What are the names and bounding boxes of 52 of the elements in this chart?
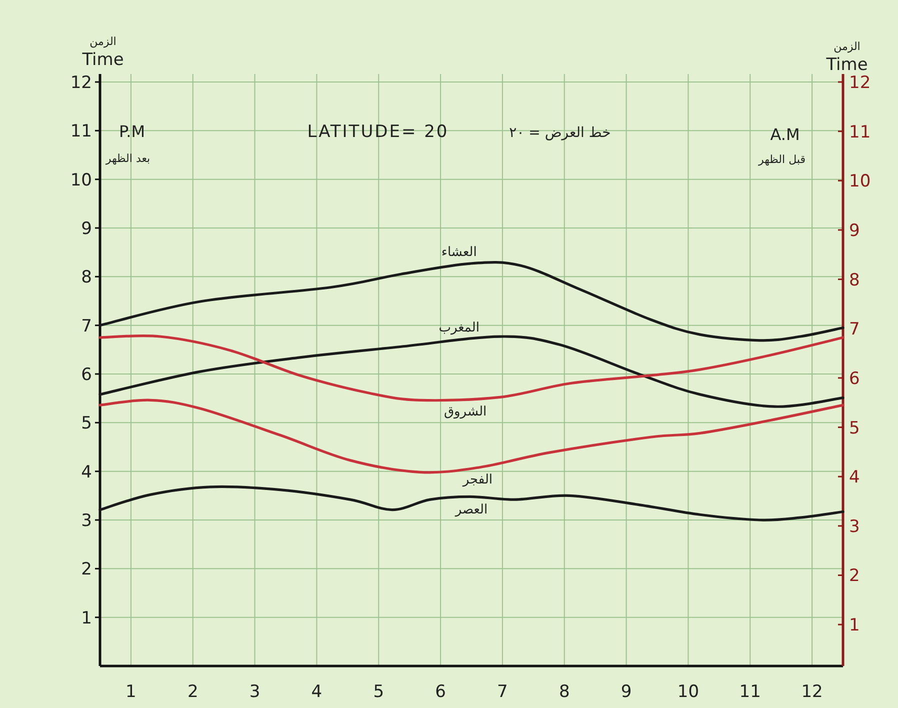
x-tick-label: 6 [435,682,446,702]
annotation: قبل الظهر [758,153,806,166]
series-label: العصر [454,502,488,518]
line-series [98,398,844,474]
y-axis-title: Time [81,50,124,70]
y-tick-label: 4 [81,462,92,482]
y2-tick-label: 8 [849,270,860,290]
annotation: خط العرض = ٢٠ [509,125,611,141]
y2-tick-label: 2 [849,566,860,586]
y2-tick-label: 12 [849,73,871,93]
y2-tick-label: 1 [849,616,860,636]
y-tick-label: 7 [81,316,92,336]
x-tick-label: 12 [801,682,823,702]
y2-tick-label: 6 [849,368,860,389]
x-tick-label: 3 [249,682,260,702]
annotation: بعد الظهر [104,152,150,165]
text: الزمن [90,35,116,48]
y-tick-label: 9 [81,219,92,239]
y2-tick-label: 4 [849,468,860,488]
x-tick-label: 10 [677,682,700,702]
y2-tick-label: 9 [849,220,860,241]
y-tick-label: 11 [70,122,92,142]
x-tick-label: 11 [739,682,761,702]
x-tick-label: 4 [311,682,322,702]
y-tick-label: 3 [81,511,92,531]
y-tick-label: 6 [81,365,92,385]
y-tick-label: 2 [81,560,92,580]
series-label: المغرب [438,320,480,336]
x-tick-label: 8 [558,682,570,702]
annotation: P.M [118,122,146,141]
y2-tick-label: 7 [849,320,860,340]
y2-tick-label: 10 [849,172,871,192]
y2-tick-label: 5 [849,418,860,438]
annotation: A.M [770,125,800,144]
y2-tick-label: 11 [849,122,871,142]
series-label: العشاء [441,245,477,260]
y-tick-label: 12 [70,73,92,93]
x-tick-label: 2 [187,682,198,702]
y-tick-label: 5 [81,414,92,434]
x-tick-label: 5 [373,682,384,702]
text: LATITUDE= 20 [307,122,449,142]
y2-tick-label: 3 [849,516,860,537]
series-label: الفجر [462,472,493,488]
x-tick-label: 1 [126,682,136,702]
x-tick-label: 9 [620,682,632,702]
series-label: الشروق [444,404,487,420]
text: الزمن [834,40,860,53]
y-tick-label: 8 [81,268,92,288]
x-tick-label: 7 [497,682,508,702]
y2-axis-title: Time [825,55,868,75]
y-tick-label: 1 [81,608,92,628]
y-tick-label: 10 [70,170,92,190]
